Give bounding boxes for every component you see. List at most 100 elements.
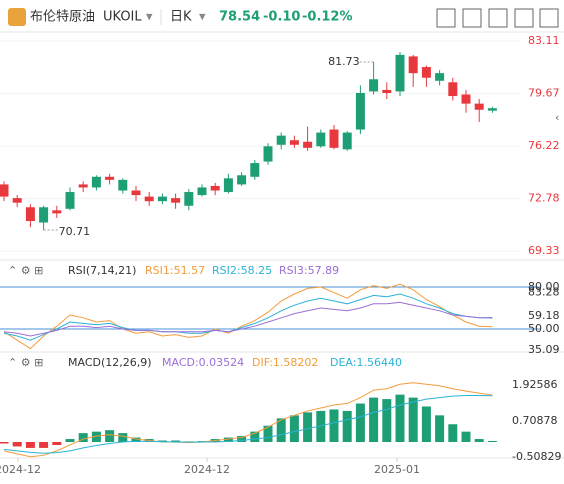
macd-bar	[39, 442, 49, 448]
y-tick-label: 0.70878	[512, 414, 558, 427]
y-tick-label: 80.00	[528, 280, 560, 293]
y-tick-label: 1.92586	[512, 378, 558, 391]
candle-body	[395, 54, 405, 92]
candle-body	[25, 207, 35, 221]
macd-bar	[382, 399, 392, 442]
rsi-label: RSI(7,14,21)	[68, 264, 136, 277]
x-tick-label: 2025-01	[374, 463, 420, 476]
macd-bar	[171, 440, 181, 442]
macd-bar	[91, 431, 101, 442]
rsi-line	[3, 283, 493, 350]
y-tick-label: 83.11	[528, 34, 560, 47]
macd-bar	[105, 430, 115, 442]
macd-bar	[78, 433, 88, 442]
candle-body	[157, 196, 167, 202]
rsi-line	[3, 301, 493, 337]
macd-line	[3, 395, 493, 454]
y-tick-label: 35.09	[528, 343, 560, 356]
macd-bar	[131, 437, 141, 442]
dropdown-arrow[interactable]: ▾	[199, 10, 206, 25]
high-label: 81.73	[328, 55, 360, 68]
candle-body	[329, 129, 339, 148]
x-tick-label: 2024-12	[184, 463, 230, 476]
candle-body	[474, 103, 484, 110]
candle-body	[237, 175, 247, 185]
panel-icon[interactable]: ⌃ ⚙ ⊞	[8, 356, 43, 369]
macd-bar	[289, 415, 299, 442]
macd-bar	[329, 409, 339, 442]
macd-bar	[118, 433, 128, 442]
y-tick-label: -0.50829	[512, 450, 561, 463]
candle-body	[184, 192, 194, 206]
macd-bar	[435, 415, 445, 442]
macd-bar	[263, 425, 273, 442]
tool-icon[interactable]	[488, 8, 508, 28]
tool-icon[interactable]	[462, 8, 482, 28]
candle-body	[355, 92, 365, 130]
macd-bar	[408, 397, 418, 442]
low-label: 70.71	[59, 225, 91, 238]
y-tick-label: 76.22	[528, 139, 560, 152]
header: 布伦特原油 UKOIL ▾ 日K ▾ 78.54 -0.10 -0.12%	[8, 8, 559, 28]
collapse-arrow[interactable]: ‹	[555, 111, 559, 124]
macd-bar	[250, 431, 260, 442]
y-tick-label: 69.33	[528, 244, 560, 257]
legend-entry: RSI1:51.57	[145, 264, 205, 277]
candle-body	[197, 187, 207, 196]
macd-bar	[237, 436, 247, 442]
candle-body	[223, 178, 233, 193]
candle-body	[12, 198, 22, 203]
macd-bar	[448, 424, 458, 442]
candle-body	[210, 185, 220, 191]
macd-label: MACD(12,26,9)	[68, 356, 152, 369]
candle-body	[171, 198, 181, 203]
candle-body	[118, 179, 128, 191]
macd-bar	[223, 437, 233, 442]
legend-entry: DEA:1.56440	[330, 356, 402, 369]
tool-icon[interactable]	[514, 8, 534, 28]
candle-body	[342, 132, 352, 150]
candle-body	[408, 56, 418, 74]
price: 78.54	[219, 10, 260, 25]
candle-body	[91, 176, 101, 188]
tool-icon[interactable]	[436, 8, 456, 28]
macd-bar	[316, 410, 326, 442]
change-pct: -0.12%	[302, 10, 353, 25]
macd-bar	[276, 418, 286, 442]
macd-bar	[0, 442, 9, 444]
candle-body	[369, 79, 379, 92]
candle-body	[421, 67, 431, 78]
macd-bar	[12, 442, 22, 447]
macd-bar	[369, 397, 379, 442]
y-tick-label: 79.67	[528, 86, 560, 99]
tool-icon[interactable]	[539, 8, 559, 28]
candle-body	[39, 207, 49, 223]
candle-body	[78, 184, 88, 188]
y-tick-label: 83.28	[528, 285, 560, 298]
y-tick-label: 59.18	[528, 309, 560, 322]
candle-body	[250, 163, 260, 177]
legend-entry: RSI3:57.89	[279, 264, 339, 277]
dropdown-arrow[interactable]: ▾	[146, 10, 153, 25]
instrument-symbol[interactable]: UKOIL	[103, 10, 142, 25]
period[interactable]: 日K	[170, 10, 192, 25]
macd-line	[3, 382, 493, 458]
candle-body	[435, 73, 445, 81]
panel-icon[interactable]: ⌃ ⚙ ⊞	[8, 264, 43, 277]
symbol-icon	[8, 8, 26, 26]
y-tick-label: 72.78	[528, 191, 560, 204]
candle-body	[382, 89, 392, 93]
candle-body	[303, 141, 313, 148]
candle-body	[276, 135, 286, 145]
candle-body	[448, 82, 458, 97]
legend-entry: RSI2:58.25	[212, 264, 272, 277]
instrument-name[interactable]: 布伦特原油	[30, 10, 95, 25]
change: -0.10	[263, 10, 300, 25]
rsi-line	[3, 293, 493, 341]
macd-bar	[421, 406, 431, 442]
macd-bar	[25, 442, 35, 448]
x-tick-label: 2024-12	[0, 463, 41, 476]
candle-body	[131, 190, 141, 196]
macd-bar	[355, 403, 365, 442]
